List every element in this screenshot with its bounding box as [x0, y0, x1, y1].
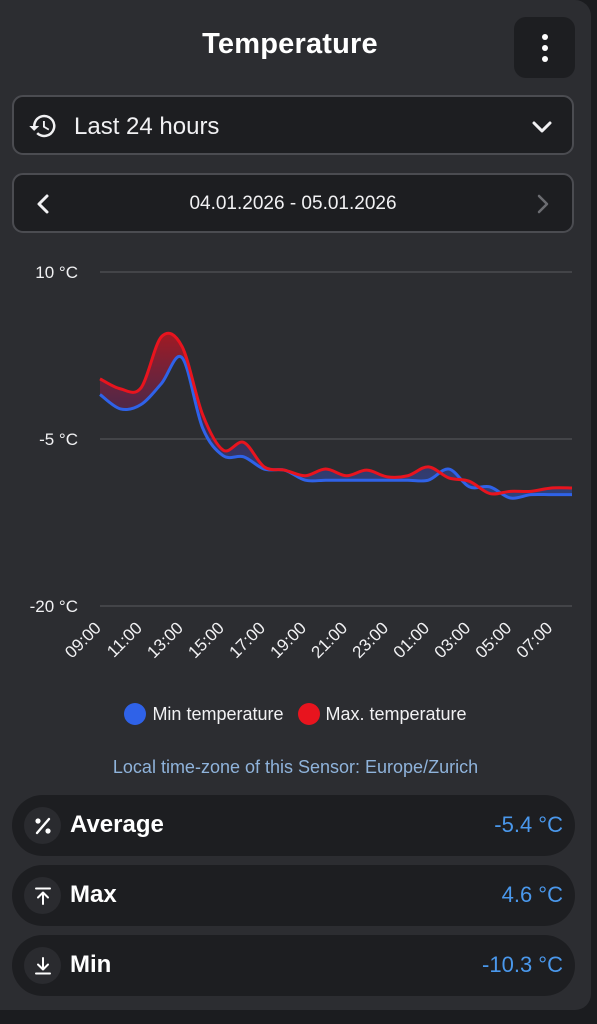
stat-max: Max 4.6 °C	[12, 865, 575, 926]
max-temperature-line	[99, 331, 573, 496]
x-tick-label: 09:00	[61, 618, 105, 662]
stat-average-value: -5.4 °C	[494, 812, 563, 837]
date-navigator: 04.01.2026 - 05.01.2026	[12, 173, 574, 233]
stat-min-label: Min	[70, 951, 112, 978]
temperature-chart: 10 °C -5 °C -20 °C 09:0011:0013:0015:0017:0…	[30, 263, 573, 662]
x-tick-label: 13:00	[143, 618, 187, 662]
x-tick-label: 17:00	[225, 618, 269, 662]
x-tick-label: 23:00	[349, 618, 393, 662]
time-range-label: Last 24 hours	[74, 113, 220, 140]
stat-min: Min -10.3 °C	[12, 935, 575, 996]
legend-label-max: Max. temperature	[325, 703, 467, 724]
more-menu-button[interactable]	[514, 17, 575, 78]
stat-average-label: Average	[70, 811, 164, 838]
stat-min-value: -10.3 °C	[482, 952, 563, 977]
y-tick-label: -5 °C	[39, 430, 78, 449]
more-vertical-icon-dot	[541, 44, 548, 51]
y-tick-label: -20 °C	[30, 597, 78, 616]
x-tick-label: 03:00	[431, 618, 475, 662]
stat-max-label: Max	[70, 881, 117, 908]
time-range-select[interactable]: Last 24 hours	[12, 95, 574, 155]
legend-swatch-min	[124, 703, 147, 725]
temperature-card: Temperature Last 24 hours 04.01.2026 - 0…	[0, 0, 591, 1010]
more-vertical-icon	[541, 33, 548, 40]
stat-average: Average -5.4 °C	[12, 795, 575, 856]
legend-item-min[interactable]: Min temperature	[124, 703, 284, 725]
legend-item-max[interactable]: Max. temperature	[297, 703, 467, 725]
chart-legend: Min temperature Max. temperature	[0, 703, 591, 725]
chevron-right-icon[interactable]	[530, 192, 554, 216]
x-tick-label: 19:00	[267, 618, 311, 662]
stat-max-value: 4.6 °C	[501, 882, 563, 907]
legend-label-min: Min temperature	[152, 703, 284, 724]
chevron-down-icon	[532, 121, 552, 133]
arrow-down-to-line-icon	[24, 947, 61, 984]
x-tick-label: 01:00	[390, 618, 434, 662]
card-title: Temperature	[202, 28, 378, 60]
x-tick-label: 07:00	[513, 618, 557, 662]
x-tick-label: 21:00	[308, 618, 352, 662]
y-tick-label: 10 °C	[35, 263, 78, 282]
chevron-left-icon[interactable]	[32, 192, 56, 216]
history-icon	[29, 114, 56, 138]
x-tick-label: 11:00	[103, 618, 146, 661]
x-tick-label: 05:00	[472, 618, 516, 662]
x-tick-label: 15:00	[184, 618, 228, 662]
min-temperature-line	[99, 354, 572, 500]
legend-swatch-max	[297, 703, 320, 725]
more-vertical-icon-dot	[541, 55, 548, 62]
arrow-up-to-line-icon	[24, 877, 61, 914]
date-range-label: 04.01.2026 - 05.01.2026	[189, 193, 397, 214]
percent-icon	[24, 807, 61, 844]
timezone-note: Local time-zone of this Sensor: Europe/Z…	[112, 757, 479, 777]
